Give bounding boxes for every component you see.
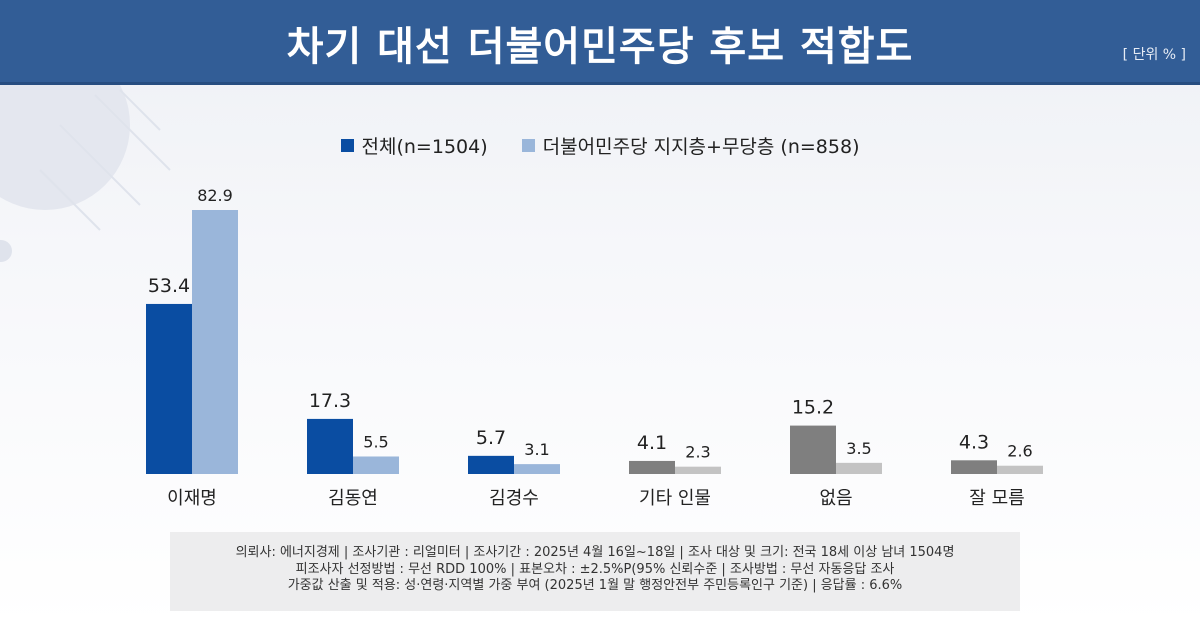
footnote-line-1: 의뢰사: 에너지경제 | 조사기관 : 리얼미터 | 조사기간 : 2025년 … xyxy=(235,545,955,560)
bar-supporters-2 xyxy=(514,464,560,474)
bar-overall-1 xyxy=(307,418,353,474)
data-label-supporters-0: 82.9 xyxy=(197,186,233,205)
survey-footnote: 의뢰사: 에너지경제 | 조사기관 : 리얼미터 | 조사기간 : 2025년 … xyxy=(170,532,1020,611)
data-label-overall-3: 4.1 xyxy=(637,432,667,454)
category-label-1: 김동연 xyxy=(328,488,378,509)
data-label-supporters-2: 3.1 xyxy=(524,440,549,459)
category-label-5: 잘 모름 xyxy=(969,488,1024,509)
legend: 전체(n=1504) 더불어민주당 지지층+무당층 (n=858) xyxy=(0,132,1200,159)
bar-overall-3 xyxy=(629,460,675,474)
footnote-line-3: 가중값 산출 및 적용: 성·연령·지역별 가중 부여 (2025년 1월 말 … xyxy=(287,578,903,593)
bar-supporters-3 xyxy=(675,466,721,474)
legend-label-supporters: 더불어민주당 지지층+무당층 (n=858) xyxy=(542,136,860,158)
category-label-4: 없음 xyxy=(819,488,852,509)
category-label-3: 기타 인물 xyxy=(639,488,711,509)
bar-overall-0 xyxy=(146,303,192,474)
data-label-supporters-3: 2.3 xyxy=(685,443,710,462)
legend-item-overall: 전체(n=1504) xyxy=(340,132,488,159)
header-bar: 차기 대선 더불어민주당 후보 적합도 [ 단위 % ] xyxy=(0,0,1200,85)
bar-supporters-0 xyxy=(192,210,238,474)
category-label-2: 김경수 xyxy=(489,488,539,509)
unit-label: [ 단위 % ] xyxy=(1122,47,1186,63)
data-label-overall-4: 15.2 xyxy=(792,397,834,419)
data-label-supporters-5: 2.6 xyxy=(1007,442,1032,461)
data-label-overall-5: 4.3 xyxy=(959,431,989,453)
decorative-lines xyxy=(39,89,171,231)
legend-swatch-supporters xyxy=(521,139,535,152)
data-label-overall-0: 53.4 xyxy=(148,275,190,297)
footnote-line-2: 피조사자 선정방법 : 무선 RDD 100% | 표본오차 : ±2.5%P(… xyxy=(295,561,895,577)
data-label-overall-2: 5.7 xyxy=(476,427,506,449)
background-decoration-dot xyxy=(0,240,12,262)
legend-item-supporters: 더불어민주당 지지층+무당층 (n=858) xyxy=(521,132,860,159)
legend-swatch-overall xyxy=(340,139,354,152)
bar-supporters-5 xyxy=(997,465,1043,474)
category-label-0: 이재명 xyxy=(167,488,217,509)
data-label-overall-1: 17.3 xyxy=(309,390,351,412)
bar-overall-5 xyxy=(951,460,997,474)
bar-overall-4 xyxy=(790,425,836,474)
bar-supporters-4 xyxy=(836,462,882,474)
bar-supporters-1 xyxy=(353,456,399,474)
bar-overall-2 xyxy=(468,455,514,474)
chart-title: 차기 대선 더불어민주당 후보 적합도 xyxy=(286,24,914,70)
data-label-supporters-4: 3.5 xyxy=(846,439,871,458)
data-label-supporters-1: 5.5 xyxy=(363,432,388,451)
legend-label-overall: 전체(n=1504) xyxy=(361,136,488,158)
